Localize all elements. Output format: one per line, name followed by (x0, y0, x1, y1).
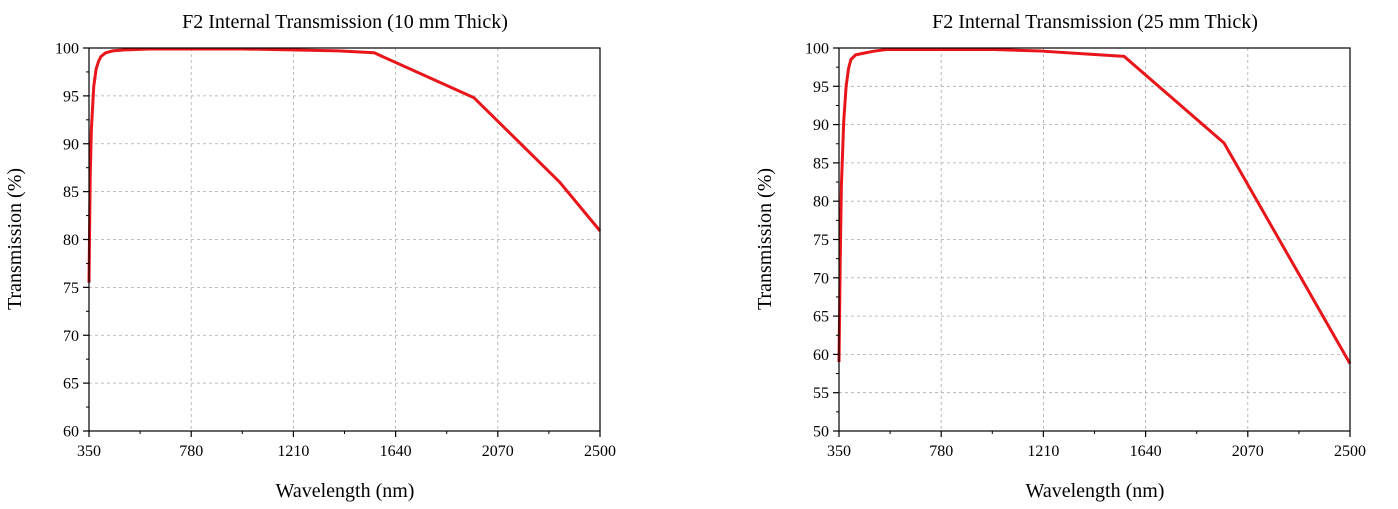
y-tick-label: 85 (63, 184, 79, 201)
x-tick-label: 780 (929, 443, 953, 460)
grid (89, 48, 600, 431)
x-tick-label: 1210 (277, 443, 309, 460)
y-tick-label: 95 (813, 79, 829, 96)
y-tick-label: 60 (63, 424, 79, 441)
x-tick-label: 780 (179, 443, 203, 460)
y-axis-label: Transmission (%) (4, 168, 26, 310)
x-tick-label: 1640 (380, 443, 412, 460)
x-tick-label: 350 (827, 443, 851, 460)
y-tick-label: 80 (813, 194, 829, 211)
y-tick-labels: 50 55 60 65 70 75 80 85 90 95 100 (805, 41, 829, 441)
y-tick-label: 100 (805, 41, 829, 58)
y-tick-label: 60 (813, 347, 829, 364)
transmission-curve (837, 48, 1352, 365)
y-tick-label: 55 (813, 385, 829, 402)
y-tick-label: 65 (813, 309, 829, 326)
y-tick-label: 65 (63, 376, 79, 393)
x-tick-label: 2070 (1232, 443, 1264, 460)
x-tick-label: 1640 (1130, 443, 1162, 460)
x-axis-label: Wavelength (nm) (1026, 480, 1165, 502)
y-tick-label: 90 (63, 136, 79, 153)
y-tick-label: 70 (813, 270, 829, 287)
x-tick-label: 350 (77, 443, 101, 460)
x-tick-labels: 350 780 1210 1640 2070 2500 (77, 443, 616, 460)
x-tick-label: 2070 (482, 443, 514, 460)
grid (839, 48, 1350, 431)
y-tick-labels: 60 65 70 75 80 85 90 95 100 (55, 41, 79, 441)
y-tick-label: 85 (813, 155, 829, 172)
y-tick-label: 50 (813, 424, 829, 441)
chart-25mm: F2 Internal Transmission (25 mm Thick) 3… (754, 11, 1366, 502)
y-tick-label: 90 (813, 117, 829, 134)
x-tick-labels: 350 780 1210 1640 2070 2500 (827, 443, 1366, 460)
x-tick-label: 1210 (1027, 443, 1059, 460)
chart-title: F2 Internal Transmission (25 mm Thick) (932, 11, 1258, 33)
chart-title: F2 Internal Transmission (10 mm Thick) (182, 11, 508, 33)
y-tick-label: 80 (63, 232, 79, 249)
axis-ticks (833, 47, 1351, 437)
axis-ticks (83, 47, 601, 437)
chart-10mm: F2 Internal Transmission (10 mm Thick) 3… (4, 11, 616, 502)
transmission-curve (87, 47, 602, 283)
y-tick-label: 95 (63, 88, 79, 105)
x-tick-label: 2500 (1334, 443, 1366, 460)
x-axis-label: Wavelength (nm) (276, 480, 415, 502)
y-tick-label: 70 (63, 328, 79, 345)
y-axis-label: Transmission (%) (754, 168, 776, 310)
y-tick-label: 75 (63, 280, 79, 297)
x-tick-label: 2500 (584, 443, 616, 460)
y-tick-label: 75 (813, 232, 829, 249)
y-tick-label: 100 (55, 41, 79, 58)
